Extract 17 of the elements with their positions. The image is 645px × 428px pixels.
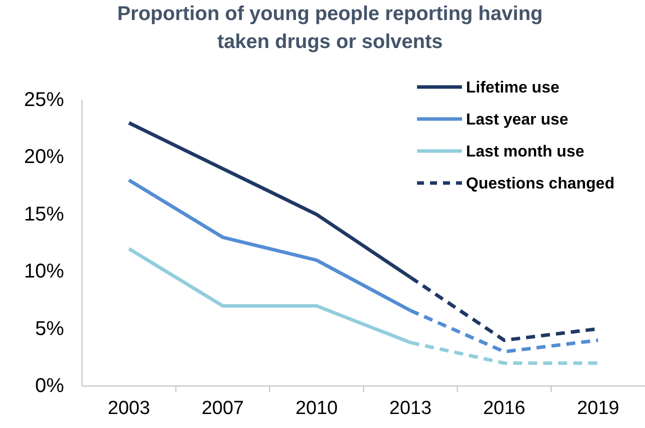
chart-title: Proportion of young people reporting having taken drugs or solvents [117, 3, 543, 53]
legend-label: Lifetime use [466, 80, 560, 97]
legend-label: Last year use [466, 112, 568, 129]
y-tick-label: 5% [35, 318, 64, 340]
legend-label: Questions changed [466, 176, 614, 193]
x-tick-label: 2013 [389, 398, 432, 419]
x-tick-label: 2003 [108, 398, 150, 419]
y-tick-label: 0% [35, 375, 64, 397]
y-tick-label: 25% [24, 89, 64, 111]
legend-label: Last month use [466, 144, 584, 161]
y-tick-label: 15% [24, 203, 64, 226]
y-tick-label: 20% [24, 146, 64, 168]
x-tick-label: 2007 [202, 398, 244, 419]
x-tick-label: 2019 [576, 398, 620, 419]
y-tick-label: 10% [24, 260, 64, 283]
x-tick-label: 2010 [295, 398, 338, 419]
x-tick-label: 2016 [483, 398, 526, 419]
